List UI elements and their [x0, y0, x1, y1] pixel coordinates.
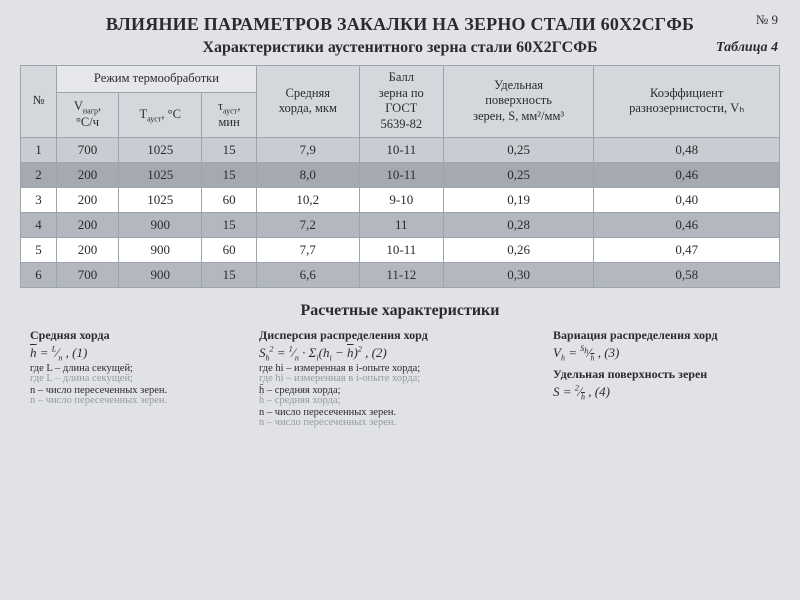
col-ball: Баллзерна поГОСТ5639-82 [359, 66, 443, 138]
col-tau: τауст,мин [202, 93, 256, 137]
grain-table-head: № Режим термообработки Средняяхорда, мкм… [21, 66, 780, 138]
col-surface: Удельнаяповерхностьзерен, S, мм²/мм³ [443, 66, 594, 138]
table-cell: 10,2 [256, 187, 359, 212]
slide-title: ВЛИЯНИЕ ПАРАМЕТРОВ ЗАКАЛКИ НА ЗЕРНО СТАЛ… [20, 14, 780, 35]
table-cell: 4 [21, 212, 57, 237]
formula-2-defs: где hi – измеренная в i-опыте хорда; где… [259, 363, 541, 429]
table-row: 4200900157,2110,280,46 [21, 212, 780, 237]
formula-col-2: Дисперсия распределения хорд Sh2 = 1⁄n ·… [259, 328, 541, 429]
table-row: 17001025157,910-110,250,48 [21, 137, 780, 162]
table-row: 5200900607,710-110,260,47 [21, 237, 780, 262]
table-cell: 0,28 [443, 212, 594, 237]
table-cell: 11-12 [359, 262, 443, 287]
table-cell: 7,9 [256, 137, 359, 162]
table-cell: 900 [118, 212, 202, 237]
formula-1-title: Средняя хорда [30, 328, 247, 343]
formula-1-body: h = L⁄n , (1) [30, 345, 247, 361]
table-cell: 5 [21, 237, 57, 262]
table-row: 22001025158,010-110,250,46 [21, 162, 780, 187]
table-cell: 6 [21, 262, 57, 287]
table-cell: 0,40 [594, 187, 780, 212]
formula-3-body: Vh = Sh⁄h , (3) [553, 345, 770, 361]
table-cell: 0,58 [594, 262, 780, 287]
table-cell: 0,48 [594, 137, 780, 162]
table-cell: 200 [57, 187, 119, 212]
table-cell: 900 [118, 237, 202, 262]
table-row: 6700900156,611-120,300,58 [21, 262, 780, 287]
table-cell: 0,26 [443, 237, 594, 262]
formula-4-body: S = 2⁄h , (4) [553, 384, 770, 400]
table-cell: 7,7 [256, 237, 359, 262]
table-cell: 0,19 [443, 187, 594, 212]
table-cell: 60 [202, 187, 256, 212]
table-cell: 10-11 [359, 162, 443, 187]
table-cell: 700 [57, 137, 119, 162]
col-num: № [21, 66, 57, 138]
formula-2-title: Дисперсия распределения хорд [259, 328, 541, 343]
col-chord: Средняяхорда, мкм [256, 66, 359, 138]
table-cell: 15 [202, 162, 256, 187]
table-cell: 0,47 [594, 237, 780, 262]
table-cell: 15 [202, 212, 256, 237]
table-cell: 11 [359, 212, 443, 237]
formula-3-title: Вариация распределения хорд [553, 328, 770, 343]
col-vheat: Vнагр,°С/ч [57, 93, 119, 137]
col-regime-group: Режим термообработки [57, 66, 257, 93]
table-cell: 0,25 [443, 137, 594, 162]
table-cell: 1025 [118, 162, 202, 187]
formula-col-3: Вариация распределения хорд Vh = Sh⁄h , … [553, 328, 770, 429]
formula-2-body: Sh2 = 1⁄n · Σi(hi − h)2 , (2) [259, 345, 541, 361]
grain-table-body: 17001025157,910-110,250,4822001025158,01… [21, 137, 780, 287]
table-cell: 200 [57, 162, 119, 187]
table-cell: 1025 [118, 137, 202, 162]
col-taust: Tауст, °С [118, 93, 202, 137]
table-cell: 10-11 [359, 137, 443, 162]
table-cell: 8,0 [256, 162, 359, 187]
table-cell: 60 [202, 237, 256, 262]
grain-table: № Режим термообработки Средняяхорда, мкм… [20, 65, 780, 288]
table-cell: 0,46 [594, 162, 780, 187]
formula-col-1: Средняя хорда h = L⁄n , (1) где L – длин… [30, 328, 247, 429]
table-cell: 2 [21, 162, 57, 187]
table-row: 320010256010,29-100,190,40 [21, 187, 780, 212]
table-cell: 1025 [118, 187, 202, 212]
section-title-formulas: Расчетные характеристики [20, 302, 780, 320]
table-cell: 700 [57, 262, 119, 287]
table-cell: 3 [21, 187, 57, 212]
table-cell: 9-10 [359, 187, 443, 212]
table-cell: 1 [21, 137, 57, 162]
table-cell: 10-11 [359, 237, 443, 262]
formula-4-title: Удельная поверхность зерен [553, 367, 770, 382]
table-cell: 0,25 [443, 162, 594, 187]
table-cell: 7,2 [256, 212, 359, 237]
formula-1-defs: где L – длина секущей; где L – длина сек… [30, 363, 247, 407]
table-cell: 200 [57, 212, 119, 237]
slide-subtitle: Характеристики аустенитного зерна стали … [20, 39, 780, 57]
table-cell: 6,6 [256, 262, 359, 287]
col-coef: Коэффициентразнозернистости, Vₕ [594, 66, 780, 138]
table-cell: 0,46 [594, 212, 780, 237]
table-cell: 0,30 [443, 262, 594, 287]
table-cell: 15 [202, 137, 256, 162]
table-cell: 15 [202, 262, 256, 287]
table-cell: 900 [118, 262, 202, 287]
table-cell: 200 [57, 237, 119, 262]
formulas-block: Средняя хорда h = L⁄n , (1) где L – длин… [20, 328, 780, 429]
page-number: № 9 [756, 12, 778, 28]
table-caption-number: Таблица 4 [716, 40, 778, 56]
